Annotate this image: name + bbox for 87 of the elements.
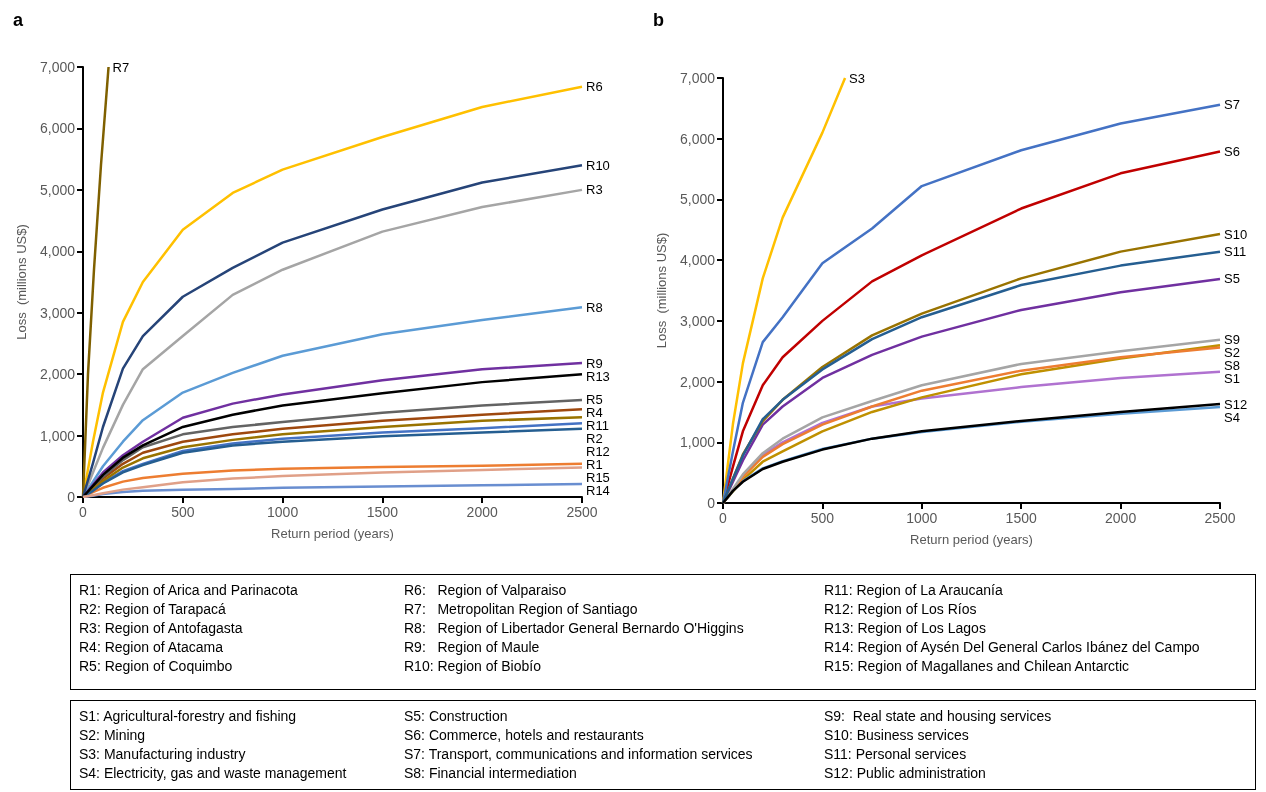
y-tick-label: 3,000 — [679, 312, 716, 329]
y-tick-label: 4,000 — [39, 243, 76, 260]
text: R14: Region of Aysén Del General Carlos Ibánez del Campo — [824, 638, 1200, 657]
text: R1: Region of Arica and Parinacota — [79, 581, 298, 600]
series-label: R8 — [586, 299, 603, 315]
series-label: R1 — [586, 457, 603, 473]
text: R13: Region of Los Lagos — [824, 619, 987, 638]
y-tick-label: 0 — [67, 489, 76, 505]
x-tick-label: 2000 — [1105, 510, 1137, 526]
y-tick-label: 3,000 — [39, 304, 76, 321]
text: S7: Transport, communications and information services — [404, 745, 753, 764]
text: R9: Region of Maule — [404, 638, 541, 657]
series-label: R3 — [586, 182, 603, 198]
text: R2: Region of Tarapacá — [79, 600, 227, 619]
chart-title: a — [13, 10, 24, 30]
text: S2: Mining — [79, 726, 147, 745]
y-tick-label: 6,000 — [679, 130, 716, 147]
x-tick-label: 1000 — [267, 504, 299, 520]
y-tick-label: 2,000 — [679, 373, 716, 390]
series-label: R12 — [586, 444, 610, 460]
y-tick-label: 2,000 — [39, 366, 76, 383]
text: S12: Public administration — [824, 764, 987, 783]
x-tick-label: 0 — [79, 504, 88, 520]
series-label: R4 — [586, 405, 603, 421]
text: S9: Real state and housing services — [824, 707, 1052, 726]
series-label: S11 — [1224, 244, 1247, 260]
y-tick-label: 5,000 — [39, 181, 76, 198]
y-tick-label: 1,000 — [679, 434, 716, 451]
chart-title: b — [653, 10, 664, 30]
series-label: S8 — [1224, 358, 1240, 374]
series-label: R5 — [586, 392, 603, 408]
text: S3: Manufacturing industry — [79, 745, 247, 764]
x-tick-label: 500 — [810, 510, 835, 526]
x-tick-label: 1000 — [906, 510, 938, 526]
text: S4: Electricity, gas and waste management — [79, 764, 347, 783]
series-label: S3 — [849, 70, 865, 86]
text: S5: Construction — [404, 707, 509, 726]
y-axis-title: Loss (millions US$) — [654, 232, 669, 349]
text: S1: Agricultural-forestry and fishing — [79, 707, 298, 726]
series-label: R7 — [112, 59, 130, 75]
series-label: R2 — [586, 431, 603, 447]
x-tick-label: 500 — [171, 504, 195, 520]
text: S8: Financial intermediation — [404, 764, 578, 783]
series-label: S7 — [1224, 97, 1240, 113]
text: R7: Metropolitan Region of Santiago — [404, 600, 639, 619]
series-label: S10 — [1224, 226, 1248, 242]
series-label: R9 — [586, 355, 603, 371]
y-tick-label: 6,000 — [39, 120, 76, 137]
y-tick-label: 1,000 — [39, 427, 76, 444]
text: S6: Commerce, hotels and restaurants — [404, 726, 645, 745]
series-label: S4 — [1224, 409, 1240, 425]
y-axis-title: Loss (millions US$) — [14, 224, 29, 340]
series-label: R13 — [586, 368, 610, 384]
x-tick-label: 2500 — [1204, 510, 1236, 526]
text: R5: Region of Coquimbo — [79, 657, 234, 676]
text: S11: Personal services — [824, 745, 968, 764]
x-tick-label: 1500 — [1005, 510, 1037, 526]
text: R11: Region of La Araucanía — [824, 581, 1004, 600]
text: R15: Region of Magallanes and Chilean Antarctic — [824, 657, 1131, 676]
series-label: R14 — [586, 483, 610, 499]
text: R3: Region of Antofagasta — [79, 619, 244, 638]
series-label: S5 — [1224, 271, 1240, 287]
series-label: S9 — [1224, 332, 1240, 348]
text: R8: Region of Libertador General Bernardo O'Higgins — [404, 619, 744, 638]
y-tick-label: 7,000 — [679, 70, 716, 86]
series-label: R15 — [586, 470, 610, 486]
y-tick-label: 5,000 — [679, 191, 716, 208]
series-label: R11 — [586, 418, 609, 434]
y-tick-label: 4,000 — [679, 252, 716, 269]
series-label: S12 — [1224, 396, 1248, 412]
x-axis-title: Return period (years) — [910, 532, 1033, 547]
series-label: S2 — [1224, 345, 1240, 361]
text: R4: Region of Atacama — [79, 638, 224, 657]
y-tick-label: 7,000 — [39, 59, 76, 75]
x-tick-label: 2000 — [466, 504, 498, 520]
text: R10: Region of Biobío — [404, 657, 542, 676]
text: S10: Business services — [824, 726, 970, 745]
x-tick-label: 1500 — [366, 504, 399, 520]
x-tick-label: 2500 — [566, 504, 598, 520]
series-label: S6 — [1224, 143, 1240, 159]
text: R6: Region of Valparaiso — [404, 581, 568, 600]
x-tick-label: 0 — [719, 510, 728, 526]
series-label: S1 — [1224, 371, 1240, 387]
series-label: R6 — [586, 79, 603, 95]
x-axis-title: Return period (years) — [271, 526, 394, 541]
text: R12: Region of Los Ríos — [824, 600, 978, 619]
series-label: R10 — [586, 157, 610, 173]
